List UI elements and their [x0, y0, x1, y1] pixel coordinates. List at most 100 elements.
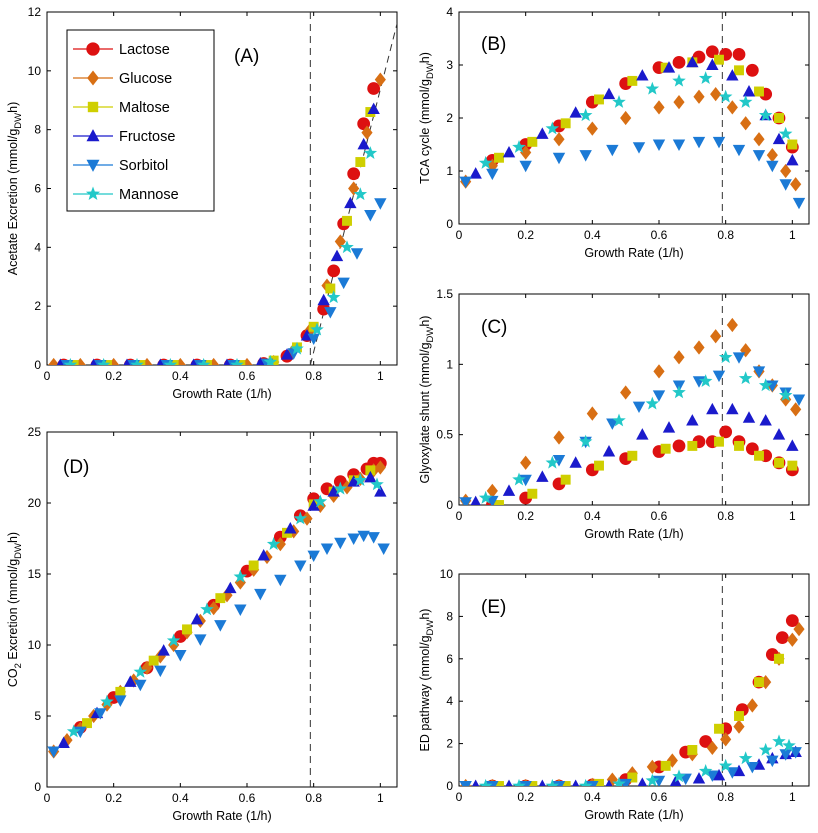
data-point-fructose: [156, 358, 164, 365]
y-label-subscript: 2: [13, 663, 24, 668]
data-point-lactose: [705, 45, 719, 59]
series-fructose: [56, 102, 380, 365]
data-point-sorbitol: [712, 136, 726, 149]
data-point-fructose: [786, 153, 799, 166]
data-point-sorbitol: [174, 649, 187, 662]
data-point-mannose: [133, 664, 148, 678]
data-point-mannose: [370, 477, 384, 491]
data-point-fructose: [742, 84, 756, 97]
y-tick-label: 2: [446, 737, 453, 751]
data-point-fructose: [344, 196, 357, 209]
data-point-maltose: [248, 560, 259, 571]
data-point-glucose: [673, 94, 685, 110]
y-axis-label: CO2 Excretion (mmol/gDWh): [6, 532, 24, 687]
y-tick-label: 1: [446, 164, 453, 178]
data-point-sorbitol: [519, 160, 532, 173]
data-point-mannose: [512, 472, 526, 486]
legend-marker: [86, 129, 100, 142]
y-label-part: TCA cycle (mmol/g: [418, 79, 432, 184]
data-point-fructose: [637, 777, 647, 786]
data-point-maltose: [714, 723, 724, 734]
series-maltose: [494, 436, 798, 505]
data-point-lactose: [347, 167, 361, 181]
data-point-sorbitol: [347, 533, 360, 546]
y-tick-label: 4: [446, 694, 453, 708]
data-point-maltose: [627, 75, 638, 86]
data-point-sorbitol: [632, 142, 646, 154]
x-tick-label: 0.6: [651, 228, 668, 242]
data-point-maltose: [714, 54, 724, 65]
data-point-glucose: [753, 132, 765, 147]
data-point-sorbitol: [672, 139, 686, 152]
data-point-mannose: [698, 71, 713, 85]
series-sorbitol: [47, 530, 390, 759]
data-point-maltose: [734, 440, 744, 451]
data-point-maltose: [527, 781, 538, 786]
data-layer: [459, 614, 805, 786]
y-label-part: h): [418, 52, 432, 63]
data-point-maltose: [148, 655, 159, 666]
x-tick-label: 0.8: [305, 791, 322, 805]
x-axis-label: Growth Rate (1/h): [584, 808, 683, 822]
y-tick-label: 8: [34, 123, 41, 137]
data-point-mannose: [645, 773, 660, 786]
data-point-fructose: [569, 106, 582, 118]
data-point-fructose: [257, 549, 270, 561]
data-point-sorbitol: [324, 307, 337, 319]
data-point-mannose: [130, 357, 144, 365]
data-point-fructose: [662, 61, 676, 73]
y-tick-label: 20: [28, 496, 42, 510]
data-point-mannose: [326, 290, 341, 304]
data-point-lactose: [367, 82, 381, 95]
data-point-sorbitol: [692, 136, 706, 149]
y-tick-label: 4: [34, 240, 41, 254]
data-point-fructose: [280, 348, 294, 360]
data-point-sorbitol: [364, 210, 377, 222]
x-tick-label: 0.2: [517, 790, 534, 804]
legend-marker: [85, 186, 101, 201]
data-point-mannose: [672, 73, 686, 87]
data-point-sorbitol: [732, 144, 746, 157]
data-point-mannose: [645, 81, 660, 95]
x-axis-label: Growth Rate (1/h): [172, 387, 271, 401]
data-point-glucose: [693, 340, 705, 355]
legend-item: Mannose: [73, 186, 179, 203]
data-point-sorbitol: [779, 179, 792, 191]
data-point-fructose: [469, 167, 482, 179]
data-point-sorbitol: [779, 749, 792, 761]
data-point-fructose: [357, 137, 370, 150]
data-point-sorbitol: [134, 679, 147, 692]
series-fructose: [470, 402, 799, 505]
data-point-mannose: [100, 694, 114, 708]
legend-label: Mannose: [119, 187, 179, 203]
data-point-maltose: [68, 360, 79, 365]
data-point-mannose: [718, 758, 733, 772]
data-point-maltose: [774, 457, 784, 468]
data-point-maltose: [754, 677, 764, 688]
data-point-sorbitol: [732, 352, 746, 364]
y-label-subscript: DW: [425, 327, 436, 343]
data-point-maltose: [754, 450, 764, 461]
data-point-fructose: [124, 675, 137, 687]
y-axis-label: TCA cycle (mmol/gDWh): [418, 52, 436, 184]
legend-label: Lactose: [119, 42, 170, 58]
panel-label: (D): [63, 457, 89, 478]
data-point-maltose: [168, 360, 179, 365]
x-tick-label: 0.2: [517, 509, 534, 523]
y-tick-label: 0.5: [436, 428, 453, 442]
data-point-fructose: [636, 69, 649, 81]
data-point-mannose: [290, 341, 304, 355]
data-point-mannose: [772, 734, 786, 748]
data-point-mannose: [478, 490, 493, 504]
data-point-fructose: [662, 421, 676, 433]
data-point-fructose: [223, 358, 231, 365]
data-point-mannose: [612, 413, 626, 427]
data-point-sorbitol: [766, 755, 779, 768]
data-point-mannose: [758, 378, 773, 392]
data-point-mannose: [512, 778, 526, 786]
data-point-mannose: [363, 146, 378, 159]
x-tick-label: 0.6: [239, 791, 256, 805]
data-point-fructose: [374, 485, 387, 497]
data-point-glucose: [740, 116, 752, 131]
